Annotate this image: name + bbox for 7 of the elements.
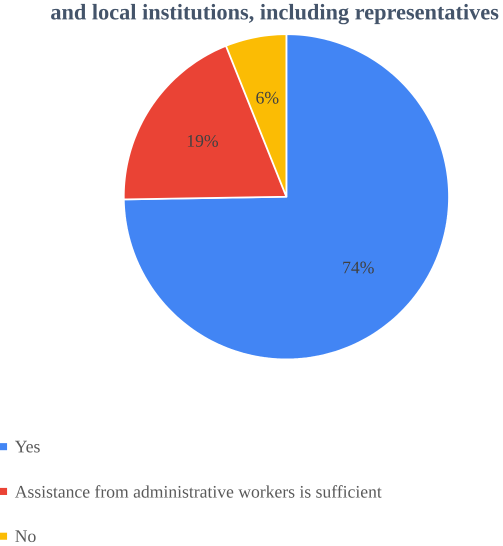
data-label: 19% [188, 134, 218, 147]
legend-label: No [15, 530, 36, 542]
legend-label: Yes [15, 440, 40, 452]
data-label: 6% [256, 92, 279, 104]
data-label: 74% [343, 262, 374, 274]
chart-title: and local institutions, including representatives [51, 4, 498, 24]
legend-label: Assistance from administrative workers is sufficient [15, 485, 382, 498]
